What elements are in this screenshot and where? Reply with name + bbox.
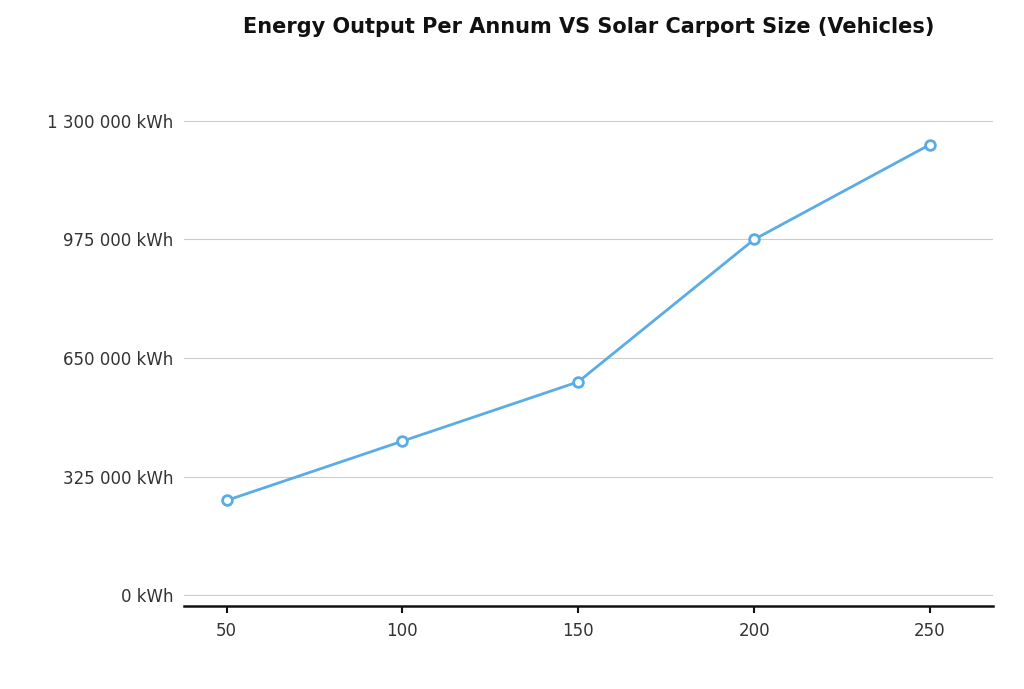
Title: Energy Output Per Annum VS Solar Carport Size (Vehicles): Energy Output Per Annum VS Solar Carport… — [243, 17, 935, 37]
